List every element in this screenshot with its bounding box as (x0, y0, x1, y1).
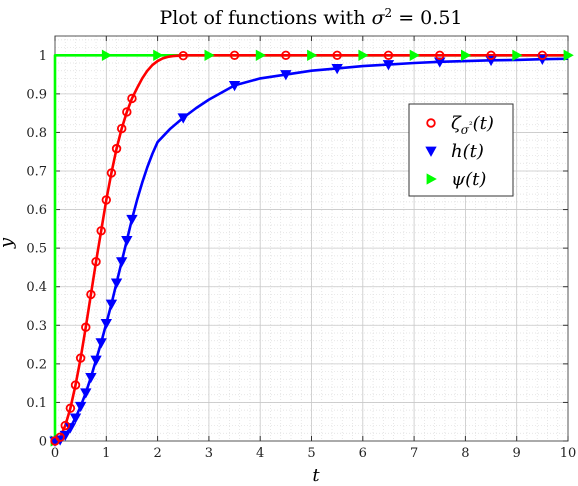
data-point-series-0 (537, 50, 548, 60)
legend-marker (425, 146, 437, 157)
legend-label: ψ(t) (451, 169, 486, 190)
data-point-series-1 (382, 60, 395, 71)
data-point-series-2 (101, 49, 113, 61)
data-point-series-0 (127, 93, 137, 104)
x-tick-label: 1 (102, 446, 110, 461)
legend-marker (426, 118, 436, 128)
data-point-series-0 (332, 50, 342, 60)
data-point-series-0 (60, 420, 70, 431)
x-tick-label: 3 (205, 446, 213, 461)
series-line-1 (54, 57, 569, 443)
legend-label: h(t) (451, 141, 484, 162)
data-point-series-0 (65, 403, 76, 413)
data-point-series-0 (116, 123, 127, 134)
data-point-series-2 (460, 49, 472, 61)
data-point-series-0 (55, 432, 65, 442)
x-axis-label: t (312, 465, 320, 486)
data-point-series-0 (178, 50, 188, 61)
ticks: 0 1 2 3 4 5 6 7 8 9 10 0 0.1 0.2 0.3 0.4 0.5 0.6 0.7 0.8 0.9… (26, 36, 576, 461)
data-point-series-2 (204, 49, 215, 61)
data-point-series-0 (101, 195, 111, 205)
series-line-0 (54, 53, 568, 443)
chart-title: Plot of functions with σ2 = 0.51 (160, 6, 463, 29)
legend-box (408, 103, 514, 197)
data-point-series-0 (435, 50, 445, 60)
y-tick-label: 0.8 (26, 126, 47, 141)
data-point-series-0 (70, 380, 81, 390)
x-tick-label: 7 (410, 446, 418, 461)
y-tick-label: 0.9 (26, 87, 47, 102)
data-point-series-1 (85, 372, 97, 384)
data-point-series-0 (111, 143, 122, 154)
data-point-series-1 (116, 257, 128, 268)
data-point-series-2 (153, 49, 164, 61)
data-point-series-1 (110, 278, 123, 289)
data-point-series-1 (105, 299, 118, 310)
x-tick-label: 5 (307, 446, 315, 461)
legend-label: ζσ²(t) (451, 113, 494, 137)
series-markers (49, 49, 574, 447)
data-point-series-0 (81, 322, 91, 332)
data-point-series-0 (122, 107, 132, 117)
legend: ζσ²(t) h(t) ψ(t) (408, 103, 514, 197)
y-tick-label: 0 (39, 435, 47, 450)
data-point-series-1 (177, 113, 189, 124)
data-point-series-2 (358, 49, 369, 61)
data-point-series-0 (229, 50, 240, 60)
y-tick-label: 0.1 (26, 396, 47, 411)
data-point-series-1 (126, 214, 138, 226)
y-tick-label: 0.3 (26, 319, 47, 334)
data-point-series-1 (100, 318, 112, 330)
data-point-series-2 (512, 49, 523, 61)
data-point-series-0 (281, 50, 291, 60)
data-point-series-0 (91, 256, 101, 267)
x-tick-label: 10 (560, 446, 577, 461)
x-tick-label: 4 (256, 446, 264, 461)
data-point-series-0 (486, 50, 496, 60)
data-point-series-1 (90, 355, 102, 366)
data-point-series-0 (106, 168, 117, 178)
data-point-series-0 (86, 289, 96, 300)
y-tick-label: 1 (39, 49, 47, 64)
data-point-series-1 (121, 236, 133, 247)
data-point-series-0 (383, 50, 394, 60)
data-point-series-1 (95, 338, 107, 349)
data-point-series-1 (280, 70, 292, 81)
y-axis-label: y (0, 237, 17, 249)
data-point-series-2 (409, 49, 420, 61)
data-point-series-1 (80, 388, 92, 399)
data-point-series-2 (307, 49, 318, 61)
data-point-series-0 (75, 353, 86, 363)
y-tick-label: 0.5 (26, 242, 47, 257)
y-tick-label: 0.7 (26, 165, 47, 180)
y-tick-label: 0.4 (26, 280, 47, 295)
series-lines (53, 53, 569, 443)
data-point-series-1 (69, 413, 82, 424)
y-tick-label: 0.2 (26, 357, 47, 372)
data-point-series-1 (74, 401, 87, 413)
data-point-series-0 (96, 226, 106, 236)
x-tick-label: 6 (359, 446, 367, 461)
y-tick-label: 0.6 (26, 203, 47, 218)
data-point-series-1 (228, 80, 241, 92)
data-point-series-2 (255, 49, 267, 61)
x-tick-label: 2 (153, 446, 161, 461)
x-tick-label: 8 (461, 446, 469, 461)
data-point-series-2 (563, 49, 574, 61)
data-point-series-1 (331, 64, 343, 75)
legend-marker (426, 173, 437, 185)
x-tick-label: 0 (51, 446, 59, 461)
x-tick-label: 9 (513, 446, 521, 461)
data-point-series-1 (434, 57, 446, 68)
